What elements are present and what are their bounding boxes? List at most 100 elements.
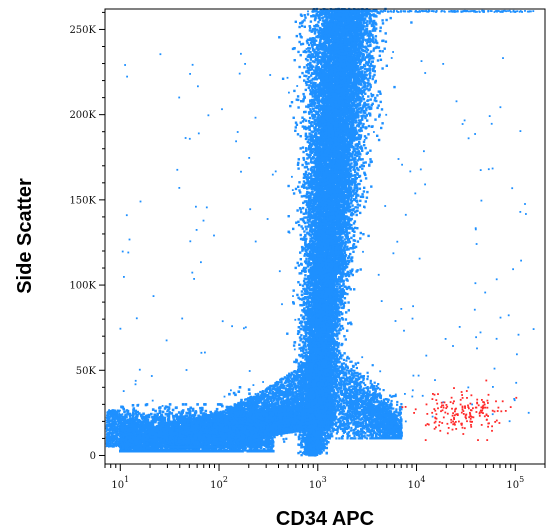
event-dot <box>188 414 191 417</box>
event-dot <box>169 403 172 406</box>
event-dot <box>266 450 269 453</box>
event-dot <box>144 430 147 433</box>
event-dot <box>151 436 154 439</box>
event-dot <box>231 450 234 453</box>
event-dot <box>178 411 181 414</box>
event-dot <box>127 410 130 413</box>
event-dot <box>145 439 148 442</box>
event-dot <box>272 450 275 453</box>
event-dot <box>133 431 136 434</box>
event-dot <box>164 407 167 410</box>
event-dot <box>261 440 264 443</box>
event-dot <box>175 406 178 409</box>
event-dot <box>123 434 126 437</box>
event-dot <box>139 424 142 427</box>
event-dot <box>158 450 161 453</box>
event-dot <box>138 449 141 452</box>
event-dot <box>142 436 145 439</box>
event-dot <box>165 447 168 450</box>
event-dot <box>146 403 149 406</box>
event-dot <box>132 413 135 416</box>
event-dot <box>152 408 155 411</box>
event-dot <box>124 431 127 434</box>
event-dot <box>123 411 126 414</box>
event-dot <box>121 406 124 409</box>
event-dot <box>159 406 162 409</box>
event-dot <box>138 445 141 448</box>
event-dot <box>157 425 160 428</box>
event-dot <box>142 439 145 442</box>
event-dots <box>106 8 535 457</box>
event-dot <box>181 413 184 416</box>
event-dot <box>258 442 261 445</box>
event-dot <box>171 412 174 415</box>
event-dot <box>185 412 188 415</box>
event-dot <box>156 415 159 418</box>
event-dot <box>134 422 137 425</box>
event-dot <box>155 450 158 453</box>
event-dot <box>137 432 140 435</box>
event-dot <box>216 408 219 411</box>
event-dot <box>136 440 139 443</box>
event-dot <box>247 450 250 453</box>
event-dot <box>193 450 196 453</box>
event-dot <box>214 450 217 453</box>
event-dot <box>137 421 140 424</box>
event-dot <box>178 417 181 420</box>
event-dot <box>154 410 157 413</box>
event-dot <box>211 449 214 452</box>
event-dot <box>132 404 135 407</box>
event-dot <box>135 418 138 421</box>
event-dot <box>180 415 183 418</box>
event-dot <box>134 437 137 440</box>
event-dot <box>261 443 264 446</box>
event-dot <box>160 425 163 428</box>
event-dot <box>262 450 265 453</box>
event-dot <box>152 448 155 451</box>
event-dot <box>146 443 149 446</box>
event-dot <box>195 410 198 413</box>
event-dot <box>131 425 134 428</box>
event-dot <box>175 413 178 416</box>
event-dot <box>153 414 156 417</box>
event-dot <box>130 439 133 442</box>
event-dot <box>196 403 199 406</box>
event-dot <box>199 407 202 410</box>
event-dot <box>162 411 165 414</box>
event-dot <box>244 449 247 452</box>
event-dot <box>187 408 190 411</box>
event-dot <box>121 429 124 432</box>
event-dot <box>200 412 203 415</box>
event-dot <box>188 411 191 414</box>
event-dot <box>161 448 164 451</box>
event-dot <box>133 425 136 428</box>
event-dot <box>133 407 136 410</box>
event-dot <box>185 415 188 418</box>
event-dot <box>244 447 247 450</box>
event-dot <box>189 407 192 410</box>
event-dot <box>124 421 127 424</box>
event-dot <box>164 435 167 438</box>
event-dot <box>150 413 153 416</box>
event-dot <box>167 415 170 418</box>
event-dot <box>152 416 155 419</box>
event-dot <box>253 450 256 453</box>
event-dot <box>164 432 167 435</box>
event-dot <box>203 403 206 406</box>
event-dot <box>125 438 128 441</box>
event-dot <box>134 434 137 437</box>
event-dot <box>185 403 188 406</box>
event-dot <box>143 420 146 423</box>
event-dot <box>182 403 185 406</box>
event-dot <box>150 450 153 453</box>
event-dot <box>224 450 227 453</box>
event-dot <box>165 426 168 429</box>
event-dot <box>202 413 205 416</box>
event-dot <box>164 450 167 453</box>
event-dot <box>142 413 145 416</box>
event-dot <box>192 409 195 412</box>
event-dot <box>128 420 131 423</box>
event-dot <box>164 444 167 447</box>
event-dot <box>146 414 149 417</box>
